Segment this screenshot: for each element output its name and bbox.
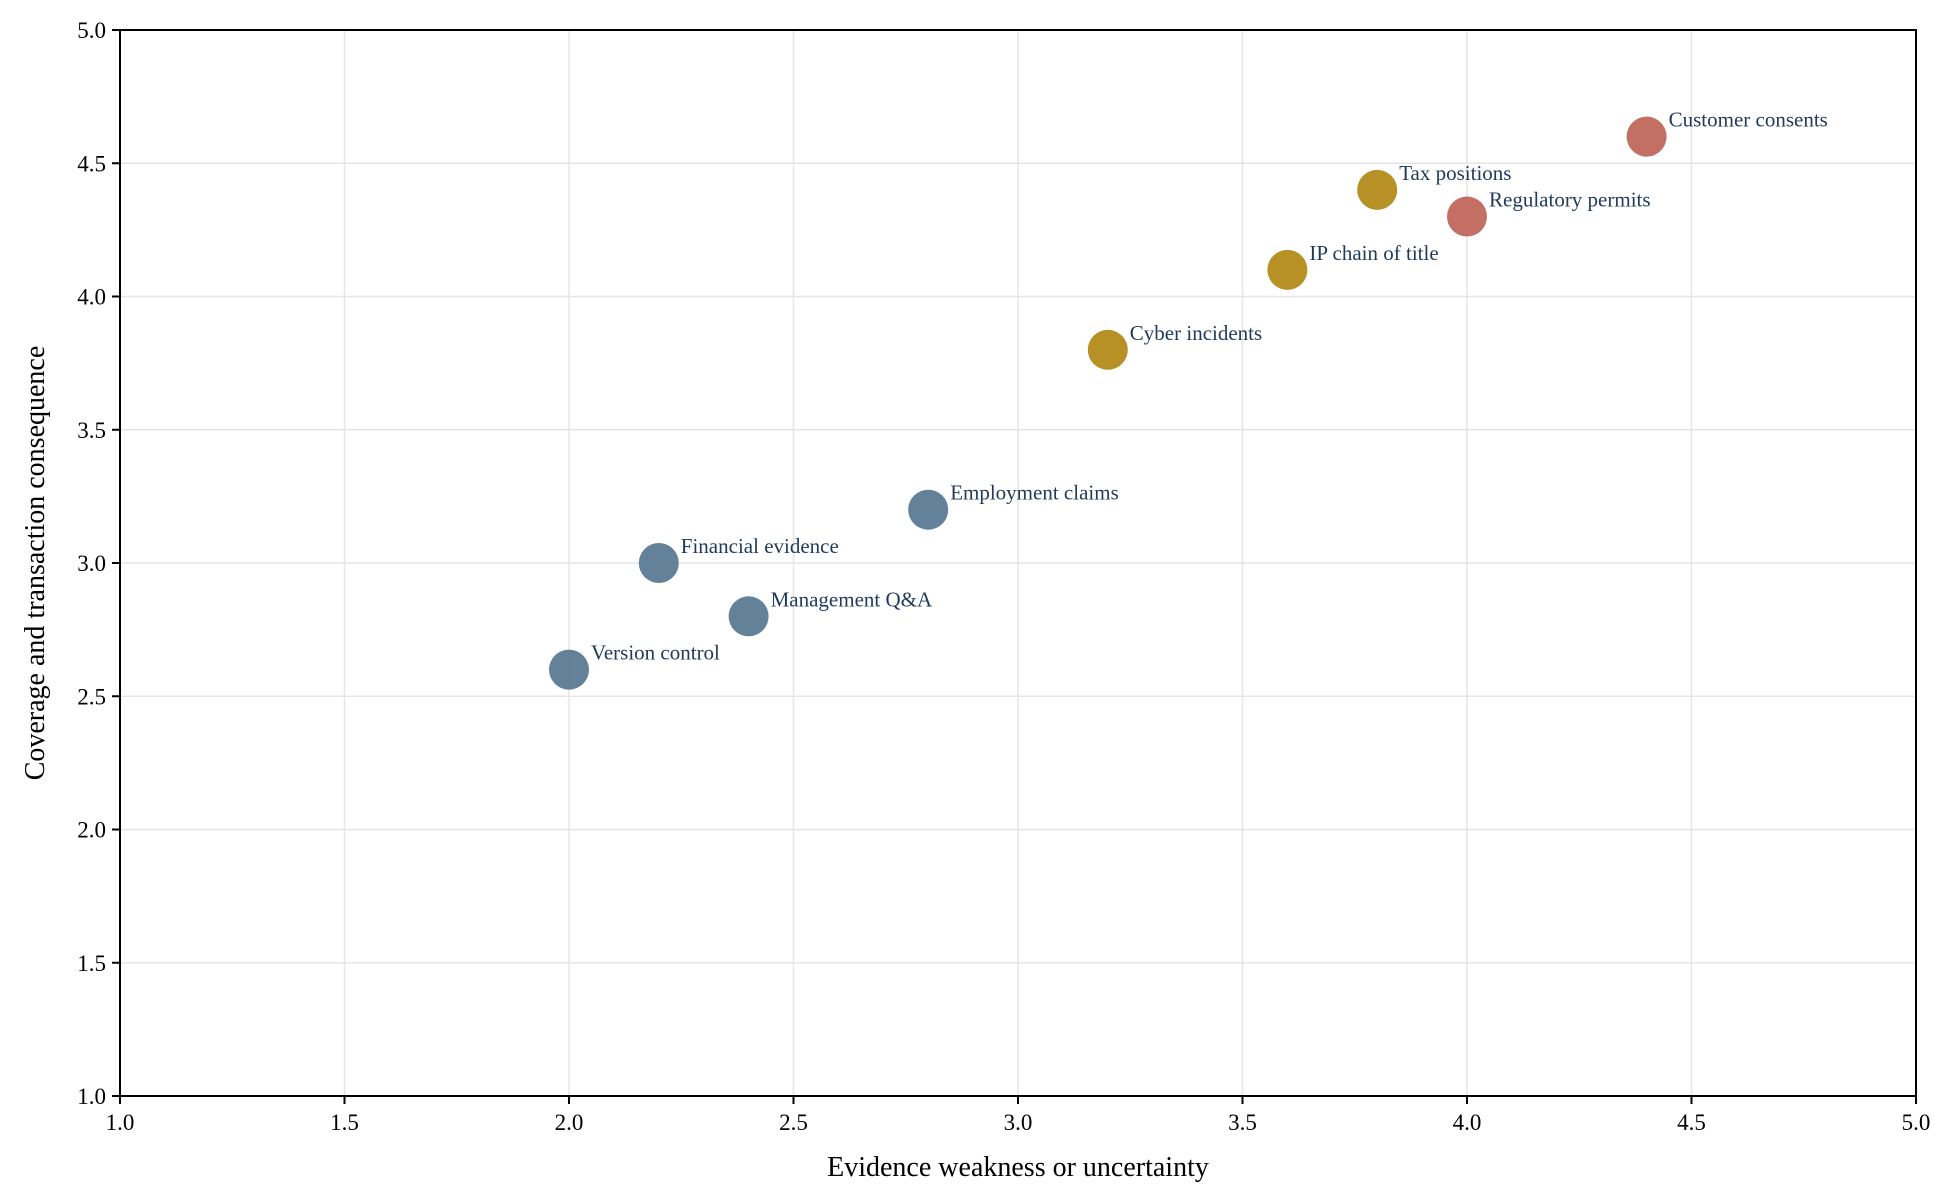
x-tick-label: 1.0 (106, 1110, 135, 1135)
data-point (908, 489, 949, 530)
point-label: Cyber incidents (1130, 321, 1262, 345)
y-tick-label: 3.5 (77, 418, 106, 443)
x-tick-label: 3.0 (1004, 1110, 1033, 1135)
y-tick-label: 2.5 (77, 684, 106, 709)
x-tick-label: 3.5 (1228, 1110, 1257, 1135)
x-axis-label: Evidence weakness or uncertainty (827, 1152, 1209, 1183)
data-point (1267, 249, 1308, 290)
y-tick-label: 2.0 (77, 818, 106, 843)
point-label: IP chain of title (1309, 241, 1438, 265)
x-tick-label: 4.5 (1677, 1110, 1706, 1135)
x-tick-label: 2.5 (779, 1110, 808, 1135)
x-axis-ticks: 1.0 1.5 2.0 2.5 3.0 3.5 4.0 4.5 5.0 (106, 1096, 1931, 1135)
y-tick-label: 3.0 (77, 551, 106, 576)
data-point (1626, 116, 1667, 157)
y-axis-ticks: 1.0 1.5 2.0 2.5 3.0 3.5 4.0 4.5 5.0 (77, 18, 120, 1109)
data-point (549, 649, 589, 690)
point-label: Management Q&A (771, 587, 933, 611)
y-tick-label: 5.0 (77, 18, 106, 43)
y-tick-label: 4.5 (77, 151, 106, 176)
x-tick-label: 1.5 (330, 1110, 359, 1135)
point-label: Employment claims (950, 481, 1119, 505)
data-point (638, 543, 679, 583)
y-tick-label: 1.5 (77, 951, 106, 976)
x-tick-label: 4.0 (1453, 1110, 1482, 1135)
data-point (728, 596, 769, 637)
y-tick-label: 1.0 (77, 1084, 106, 1109)
point-label: Financial evidence (681, 534, 839, 558)
point-label: Regulatory permits (1489, 188, 1651, 212)
point-label: Version control (591, 641, 720, 665)
x-tick-label: 5.0 (1902, 1110, 1931, 1135)
data-point (1447, 196, 1487, 237)
data-points: Version control Financial evidence Managem… (549, 108, 1828, 690)
point-label: Tax positions (1399, 161, 1511, 185)
data-point (1087, 329, 1128, 370)
x-tick-label: 2.0 (555, 1110, 584, 1135)
y-axis-label: Coverage and transaction consequence (20, 346, 51, 781)
point-label: Customer consents (1669, 108, 1828, 132)
data-point (1357, 169, 1398, 210)
y-tick-label: 4.0 (77, 285, 106, 310)
